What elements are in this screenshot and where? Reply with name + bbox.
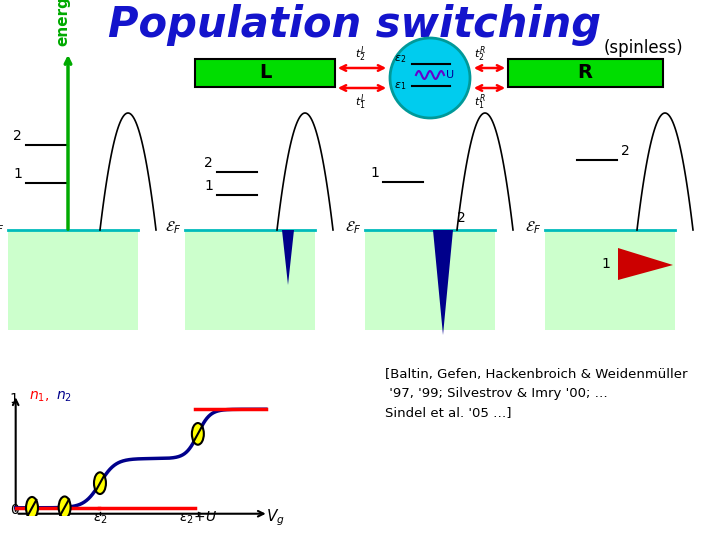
Bar <box>185 230 315 330</box>
Text: 1: 1 <box>9 393 19 406</box>
Text: $\mathcal{E}_F$: $\mathcal{E}_F$ <box>525 220 541 237</box>
Text: $t_1^L$: $t_1^L$ <box>354 92 366 112</box>
Text: $\varepsilon_2$: $\varepsilon_2$ <box>394 53 406 65</box>
Text: 2: 2 <box>204 156 213 170</box>
Circle shape <box>58 496 71 518</box>
Text: 2: 2 <box>13 129 22 143</box>
Bar <box>508 59 663 87</box>
Text: $\mathcal{E}_F$: $\mathcal{E}_F$ <box>0 220 4 237</box>
Polygon shape <box>618 248 673 280</box>
Text: $\varepsilon_2\!+\!U$: $\varepsilon_2\!+\!U$ <box>179 510 217 526</box>
Bar <box>365 230 495 330</box>
Text: $t_2^R$: $t_2^R$ <box>474 44 486 64</box>
Text: $n_1,$: $n_1,$ <box>30 389 50 404</box>
Circle shape <box>192 423 204 445</box>
Text: $\mathcal{E}_F$: $\mathcal{E}_F$ <box>165 220 181 237</box>
Text: R: R <box>577 64 593 83</box>
Text: 1: 1 <box>601 257 610 271</box>
Circle shape <box>390 38 470 118</box>
Bar <box>545 230 675 330</box>
Bar <box>8 230 138 330</box>
Text: $\mathcal{E}_F$: $\mathcal{E}_F$ <box>345 220 361 237</box>
Text: Population switching: Population switching <box>109 4 601 46</box>
Circle shape <box>94 472 106 494</box>
Text: 1: 1 <box>13 167 22 181</box>
Text: $n_2$: $n_2$ <box>56 389 73 404</box>
Text: $t_2^L$: $t_2^L$ <box>354 44 366 64</box>
Text: 1: 1 <box>370 166 379 180</box>
Text: 2: 2 <box>621 144 630 158</box>
Text: (spinless): (spinless) <box>603 39 683 57</box>
Text: $\varepsilon_2$: $\varepsilon_2$ <box>93 511 107 526</box>
Text: U: U <box>446 70 454 80</box>
Text: L: L <box>258 64 271 83</box>
Circle shape <box>26 497 38 518</box>
Text: 1: 1 <box>204 179 213 193</box>
Text: energy: energy <box>55 0 71 46</box>
Text: $V_g$: $V_g$ <box>266 508 284 528</box>
Text: 0: 0 <box>9 503 19 517</box>
Bar <box>195 59 335 87</box>
Text: $\varepsilon_1$: $\varepsilon_1$ <box>394 80 406 92</box>
Polygon shape <box>433 230 453 335</box>
Polygon shape <box>282 230 294 285</box>
Text: [Baltin, Gefen, Hackenbroich & Weidenmüller
 '97, '99; Silvestrov & Imry '00; …
: [Baltin, Gefen, Hackenbroich & Weidenmül… <box>385 368 688 419</box>
Text: $t_1^R$: $t_1^R$ <box>474 92 486 112</box>
Text: 2: 2 <box>457 211 466 225</box>
